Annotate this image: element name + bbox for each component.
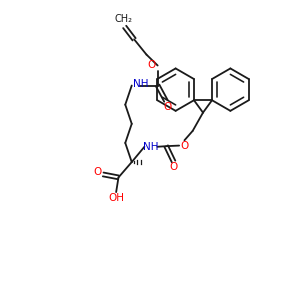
Text: OH: OH bbox=[108, 193, 124, 203]
Text: O: O bbox=[163, 102, 172, 112]
Text: CH₂: CH₂ bbox=[114, 14, 132, 24]
Text: O: O bbox=[180, 141, 189, 151]
Text: NH: NH bbox=[133, 79, 148, 89]
Text: NH: NH bbox=[143, 142, 159, 152]
Text: O: O bbox=[94, 167, 102, 177]
Text: O: O bbox=[169, 162, 178, 172]
Text: O: O bbox=[148, 61, 156, 70]
